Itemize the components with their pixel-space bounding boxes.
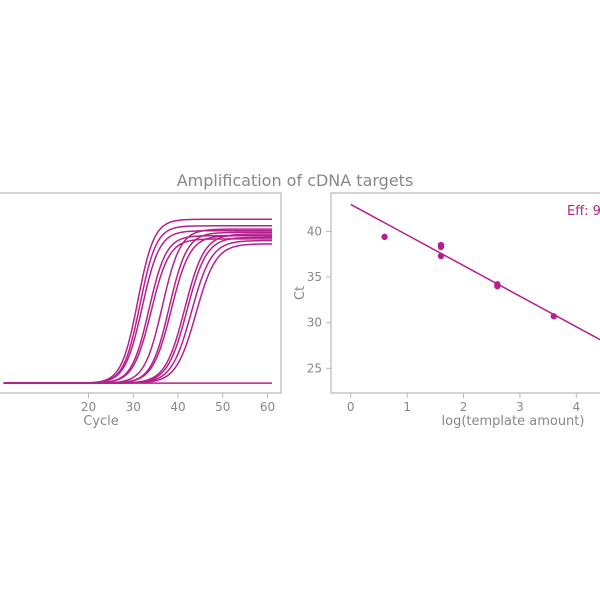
amplification-curve-10	[3, 236, 273, 384]
standard-curve-point	[437, 252, 445, 260]
amplification-curve-8	[3, 234, 273, 384]
standard-curve-y-tick-label: 40	[307, 224, 322, 238]
amplification-x-tick-label: 50	[215, 400, 230, 414]
amplification-x-tick-label: 20	[81, 400, 96, 414]
standard-curve-points	[381, 233, 557, 320]
standard-curve-y-tick-label: 35	[307, 270, 322, 284]
efficiency-annotation: Eff: 9	[567, 204, 600, 219]
figure-title: Amplification of cDNA targets	[177, 171, 414, 190]
amplification-plot-frame	[0, 192, 282, 394]
standard-curve-point	[494, 282, 501, 290]
standard-curve-x-tick-label: 1	[403, 400, 411, 414]
standard-curve-x-tick-label: 2	[460, 400, 468, 414]
amplification-x-axis-label: Cycle	[83, 414, 119, 429]
standard-curve-y-axis-label: Ct	[293, 286, 308, 300]
amplification-curve-3	[3, 229, 273, 384]
standard-curve-y-ticks: 25 30 35 40	[307, 224, 331, 375]
amplification-x-ticks: 20 30 40 50 60	[81, 393, 275, 414]
standard-curve-x-tick-label: 3	[516, 400, 524, 414]
amplification-x-tick-label: 40	[170, 400, 185, 414]
amplification-panel: 20 30 40 50 60 Cycle	[0, 192, 282, 429]
standard-curve-point	[381, 233, 388, 241]
standard-curve-x-axis-label: log(template amount)	[442, 414, 585, 429]
standard-curve-panel: 0 1 2 3 4 25 30 35 40 log(template amount) Ct E…	[293, 192, 600, 429]
amplification-x-tick-label: 30	[126, 400, 141, 414]
amplification-curve-6	[3, 228, 273, 384]
amplification-curve-4	[3, 234, 273, 384]
standard-curve-plot-frame	[330, 192, 600, 394]
amplification-curve-7	[3, 231, 273, 384]
standard-curve-y-tick-label: 30	[307, 316, 322, 330]
standard-curve-x-ticks: 0 1 2 3 4	[347, 393, 580, 414]
amplification-curve-5	[3, 238, 273, 384]
standard-curve-x-tick-label: 4	[573, 400, 581, 414]
amplification-curve-9	[3, 233, 273, 384]
standard-curve-y-tick-label: 25	[307, 361, 322, 375]
amplification-x-tick-label: 60	[260, 400, 275, 414]
standard-curve-fit-line	[350, 203, 600, 341]
amplification-curves	[3, 218, 273, 384]
standard-curve-fit	[350, 203, 600, 341]
standard-curve-point	[550, 313, 557, 320]
standard-curve-x-tick-label: 0	[347, 400, 355, 414]
standard-curve-point	[437, 243, 445, 251]
